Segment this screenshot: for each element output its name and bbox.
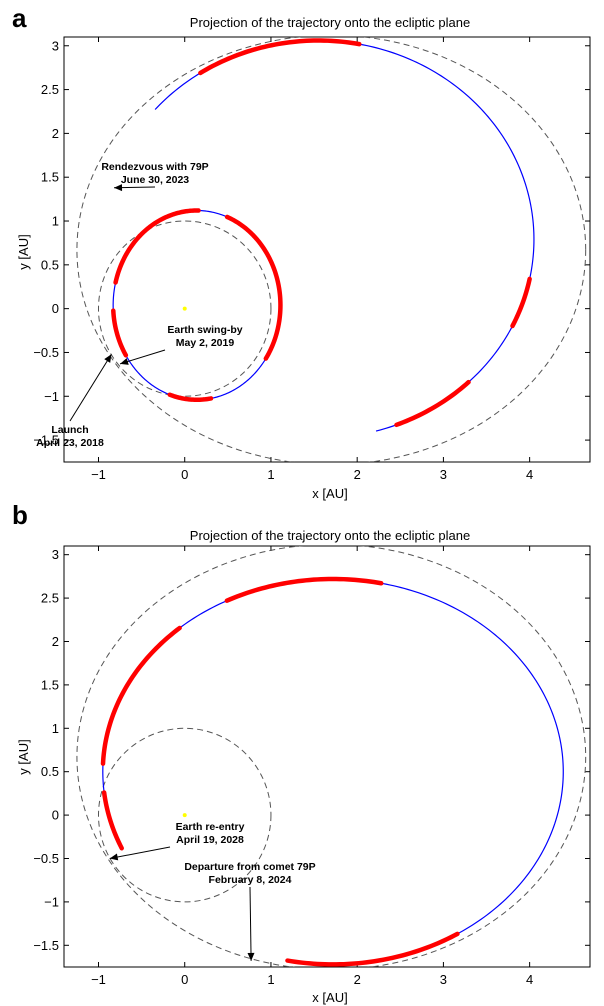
x-tick-label: 4 bbox=[526, 972, 533, 987]
y-tick-label: 0.5 bbox=[41, 257, 59, 272]
y-tick-label: 0 bbox=[52, 301, 59, 316]
annotation-arrow-line bbox=[249, 886, 252, 961]
comet-79P-orbit bbox=[76, 37, 587, 462]
y-tick-label: 3 bbox=[52, 547, 59, 562]
annotation-text: Departure from comet 79P bbox=[184, 861, 315, 873]
y-tick-label: −1 bbox=[44, 389, 59, 404]
y-tick-label: 2.5 bbox=[41, 591, 59, 606]
outbound-arc bbox=[154, 39, 535, 432]
panel-a: a Projection of the trajectory onto the … bbox=[12, 3, 591, 501]
y-tick-label: −1.5 bbox=[33, 938, 59, 953]
thrust-arc bbox=[198, 38, 362, 76]
thrust-arc bbox=[100, 625, 182, 766]
y-tick-label: 3 bbox=[52, 38, 59, 53]
plot-area: −1 0 1 2 3 4 −1.5 −1 −0.5 0 0.5 1 1.5 2 2.5 3 Earth re-e… bbox=[33, 545, 591, 987]
comet-79P-orbit bbox=[76, 546, 587, 967]
y-tick-label: 0 bbox=[52, 808, 59, 823]
thrust-arc bbox=[101, 790, 124, 851]
x-axis-label: x [AU] bbox=[312, 990, 347, 1005]
annotation-arrow-line bbox=[69, 353, 112, 422]
annotation-text: Launch bbox=[51, 424, 88, 436]
x-tick-label: 3 bbox=[440, 467, 447, 482]
annotation-text: April 19, 2028 bbox=[176, 834, 244, 846]
y-tick-label: 1 bbox=[52, 721, 59, 736]
annotation-text: Earth re-entry bbox=[176, 821, 245, 833]
y-tick-label: −1.5 bbox=[33, 433, 59, 448]
annotation-text: Rendezvous with 79P bbox=[101, 161, 208, 173]
y-tick-label: 2 bbox=[52, 634, 59, 649]
x-tick-label: −1 bbox=[91, 972, 106, 987]
x-tick-label: 1 bbox=[267, 467, 274, 482]
x-tick-label: 2 bbox=[354, 467, 361, 482]
thrust-arc bbox=[111, 308, 129, 358]
sun-marker bbox=[182, 813, 187, 818]
annotation-text: April 23, 2018 bbox=[36, 437, 104, 449]
y-tick-label: −1 bbox=[44, 894, 59, 909]
thrust-arc bbox=[224, 214, 283, 361]
annotation-arrowhead bbox=[247, 952, 255, 961]
thrust-arc bbox=[394, 379, 471, 428]
annotation-text: Earth swing-by bbox=[167, 324, 242, 336]
x-axis-label: x [AU] bbox=[312, 486, 347, 501]
thrust-arc bbox=[285, 931, 460, 967]
x-tick-label: 1 bbox=[267, 972, 274, 987]
chart-title: Projection of the trajectory onto the ec… bbox=[190, 15, 470, 30]
chart-title: Projection of the trajectory onto the ec… bbox=[190, 528, 470, 543]
x-tick-label: 3 bbox=[440, 972, 447, 987]
y-axis-label: y [AU] bbox=[16, 739, 31, 774]
annotation-arrowhead bbox=[104, 354, 112, 363]
thrust-arc bbox=[113, 208, 201, 285]
annotation-arrowhead bbox=[109, 853, 119, 861]
plot-frame bbox=[63, 36, 591, 463]
plot-area: −1 0 1 2 3 4 −1.5 −1 −0.5 0 0.5 1 1.5 2 2.5 3 Rendezvous… bbox=[33, 36, 591, 482]
plot-frame bbox=[63, 545, 591, 968]
panel-label: a bbox=[12, 3, 27, 33]
y-tick-label: 2.5 bbox=[41, 82, 59, 97]
x-tick-label: 2 bbox=[354, 972, 361, 987]
x-tick-label: 0 bbox=[181, 972, 188, 987]
annotation-arrowhead bbox=[120, 358, 129, 365]
y-tick-label: 1 bbox=[52, 214, 59, 229]
annotation-arrowhead bbox=[114, 184, 123, 192]
x-tick-label: 4 bbox=[526, 467, 533, 482]
y-tick-label: 2 bbox=[52, 126, 59, 141]
plot-content bbox=[76, 546, 587, 967]
y-tick-label: −0.5 bbox=[33, 851, 59, 866]
y-tick-label: 1.5 bbox=[41, 170, 59, 185]
annotation-text: June 30, 2023 bbox=[121, 174, 189, 186]
y-tick-label: 0.5 bbox=[41, 764, 59, 779]
x-tick-label: 0 bbox=[181, 467, 188, 482]
panel-b: b Projection of the trajectory onto the … bbox=[12, 500, 591, 1005]
annotation-text: May 2, 2019 bbox=[176, 337, 235, 349]
thrust-arc bbox=[510, 276, 532, 329]
y-tick-label: 1.5 bbox=[41, 677, 59, 692]
sun-marker bbox=[182, 306, 187, 311]
y-tick-label: −0.5 bbox=[33, 345, 59, 360]
annotation-arrow-line bbox=[109, 846, 171, 859]
plot-content bbox=[76, 37, 587, 462]
x-tick-label: −1 bbox=[91, 467, 106, 482]
y-axis-label: y [AU] bbox=[16, 234, 31, 269]
panel-label: b bbox=[12, 500, 28, 530]
earth-orbit bbox=[97, 220, 272, 397]
earth-orbit bbox=[97, 727, 272, 903]
thrust-arc bbox=[224, 576, 384, 603]
annotation-text: February 8, 2024 bbox=[209, 874, 292, 886]
thrust-arc bbox=[167, 392, 214, 403]
